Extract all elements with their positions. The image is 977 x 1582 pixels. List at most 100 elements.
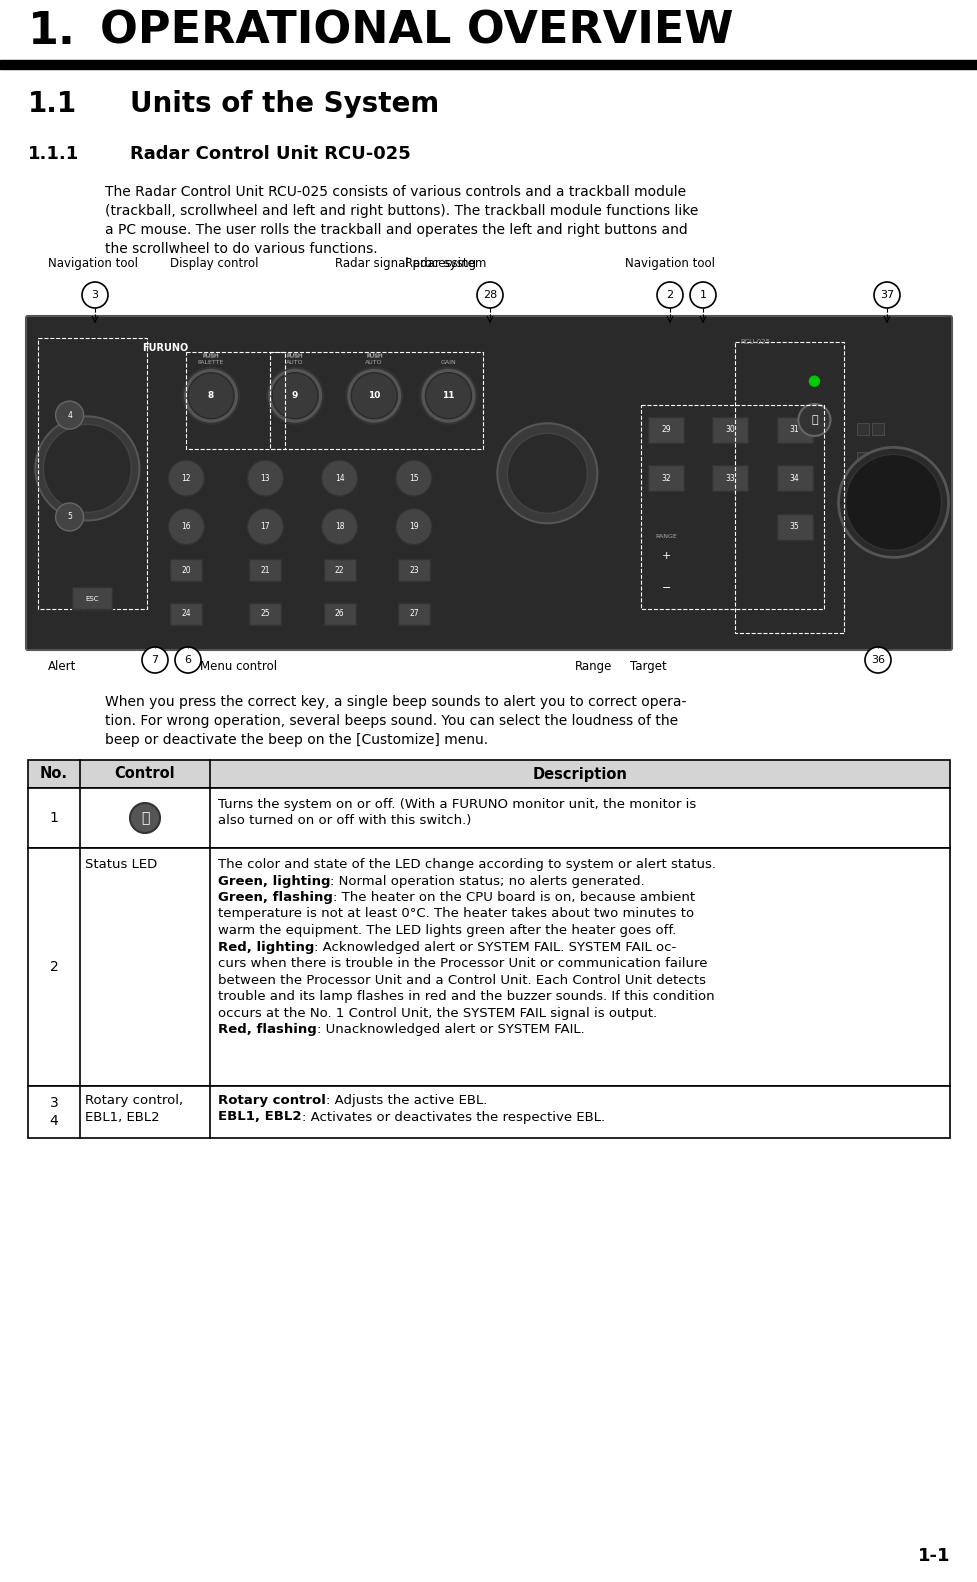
Bar	[398, 560, 429, 581]
Text: 1.: 1.	[28, 9, 76, 54]
Text: ESC: ESC	[86, 596, 99, 603]
Text: Description: Description	[532, 767, 627, 782]
Text: 15: 15	[408, 473, 418, 483]
Circle shape	[168, 460, 204, 497]
Circle shape	[183, 367, 238, 424]
Circle shape	[321, 460, 358, 497]
Text: RANGE: RANGE	[655, 533, 676, 539]
Bar	[28, 759, 949, 788]
Circle shape	[797, 403, 829, 437]
Text: 26: 26	[334, 609, 344, 619]
FancyBboxPatch shape	[26, 316, 951, 650]
Text: 4: 4	[67, 411, 72, 419]
Text: 31: 31	[789, 426, 798, 433]
Text: Status LED: Status LED	[85, 857, 157, 872]
Text: ⏻: ⏻	[810, 414, 817, 426]
Text: : The heater on the CPU board is on, because ambient: : The heater on the CPU board is on, bec…	[332, 891, 695, 903]
Text: : Acknowledged alert or SYSTEM FAIL. SYSTEM FAIL oc-: : Acknowledged alert or SYSTEM FAIL. SYS…	[314, 941, 676, 954]
Text: 2: 2	[50, 960, 59, 975]
Text: 2: 2	[665, 290, 673, 301]
Circle shape	[690, 282, 715, 308]
Text: PUSH: PUSH	[286, 353, 303, 358]
Bar	[38, 337, 147, 609]
Text: Rotary control: Rotary control	[218, 1095, 325, 1107]
Text: 1: 1	[699, 290, 705, 301]
Circle shape	[267, 367, 322, 424]
Text: 1-1: 1-1	[916, 1547, 949, 1565]
Bar	[871, 422, 883, 435]
Text: FURUNO: FURUNO	[142, 343, 188, 353]
Text: trouble and its lamp flashes in red and the buzzer sounds. If this condition: trouble and its lamp flashes in red and …	[218, 990, 714, 1003]
Bar	[398, 603, 429, 625]
Bar	[170, 560, 202, 581]
Circle shape	[56, 402, 83, 429]
Text: 27: 27	[408, 609, 418, 619]
Text: PUSH
PALETTE: PUSH PALETTE	[197, 354, 224, 365]
Text: PUSH
AUTO: PUSH AUTO	[286, 354, 304, 365]
Text: 3: 3	[92, 290, 99, 301]
Circle shape	[175, 647, 201, 672]
Text: 23: 23	[408, 566, 418, 574]
Text: PUSH: PUSH	[365, 353, 382, 358]
Bar	[648, 465, 683, 490]
Circle shape	[873, 282, 899, 308]
Circle shape	[82, 282, 107, 308]
Text: 30: 30	[725, 426, 735, 433]
Circle shape	[657, 282, 682, 308]
Circle shape	[56, 503, 83, 532]
Text: Navigation tool: Navigation tool	[624, 256, 714, 271]
Bar	[871, 452, 883, 464]
Circle shape	[35, 416, 140, 520]
Text: curs when there is trouble in the Processor Unit or communication failure: curs when there is trouble in the Proces…	[218, 957, 706, 970]
Text: 17: 17	[261, 522, 270, 532]
Circle shape	[425, 373, 471, 419]
Text: Radar signal processing: Radar signal processing	[335, 256, 476, 271]
Bar	[28, 788, 949, 848]
Circle shape	[168, 509, 204, 544]
Text: ⏻: ⏻	[141, 812, 149, 824]
Text: OPERATIONAL OVERVIEW: OPERATIONAL OVERVIEW	[100, 9, 733, 54]
Bar	[323, 560, 356, 581]
Circle shape	[420, 367, 476, 424]
Text: (trackball, scrollwheel and left and right buttons). The trackball module functi: (trackball, scrollwheel and left and rig…	[105, 204, 698, 218]
Text: No.: No.	[40, 767, 68, 782]
Text: 29: 29	[660, 426, 670, 433]
Text: : Unacknowledged alert or SYSTEM FAIL.: : Unacknowledged alert or SYSTEM FAIL.	[317, 1024, 584, 1036]
Text: 4: 4	[50, 1114, 59, 1128]
Text: 5: 5	[67, 513, 72, 522]
Text: the scrollwheel to do various functions.: the scrollwheel to do various functions.	[105, 242, 377, 256]
Text: Target: Target	[629, 660, 666, 672]
Text: 36: 36	[871, 655, 884, 664]
Text: Menu control: Menu control	[199, 660, 276, 672]
Bar	[856, 452, 868, 464]
Circle shape	[272, 373, 318, 419]
Bar	[323, 603, 356, 625]
Text: −: −	[660, 582, 670, 593]
Text: 1.1: 1.1	[28, 90, 77, 119]
Text: +: +	[660, 551, 670, 560]
Text: 35: 35	[789, 522, 799, 532]
Text: 14: 14	[334, 473, 344, 483]
Text: Radar system: Radar system	[404, 256, 486, 271]
Circle shape	[837, 448, 948, 557]
Text: Range: Range	[574, 660, 612, 672]
Circle shape	[346, 367, 402, 424]
Text: Navigation tool: Navigation tool	[48, 256, 138, 271]
Circle shape	[396, 509, 432, 544]
Text: When you press the correct key, a single beep sounds to alert you to correct ope: When you press the correct key, a single…	[105, 694, 686, 709]
Text: 32: 32	[660, 473, 670, 483]
Text: EBL1, EBL2: EBL1, EBL2	[85, 1111, 159, 1123]
Text: 34: 34	[789, 473, 799, 483]
Text: 33: 33	[725, 473, 735, 483]
Text: Green, lighting: Green, lighting	[218, 875, 330, 888]
Text: 6: 6	[185, 655, 191, 664]
Bar	[711, 465, 747, 490]
Bar	[72, 587, 112, 609]
Text: 7: 7	[151, 655, 158, 664]
Circle shape	[507, 433, 587, 513]
Circle shape	[247, 460, 283, 497]
Bar	[856, 422, 868, 435]
Circle shape	[351, 373, 397, 419]
Text: Rotary control,: Rotary control,	[85, 1095, 183, 1107]
Circle shape	[809, 377, 819, 386]
